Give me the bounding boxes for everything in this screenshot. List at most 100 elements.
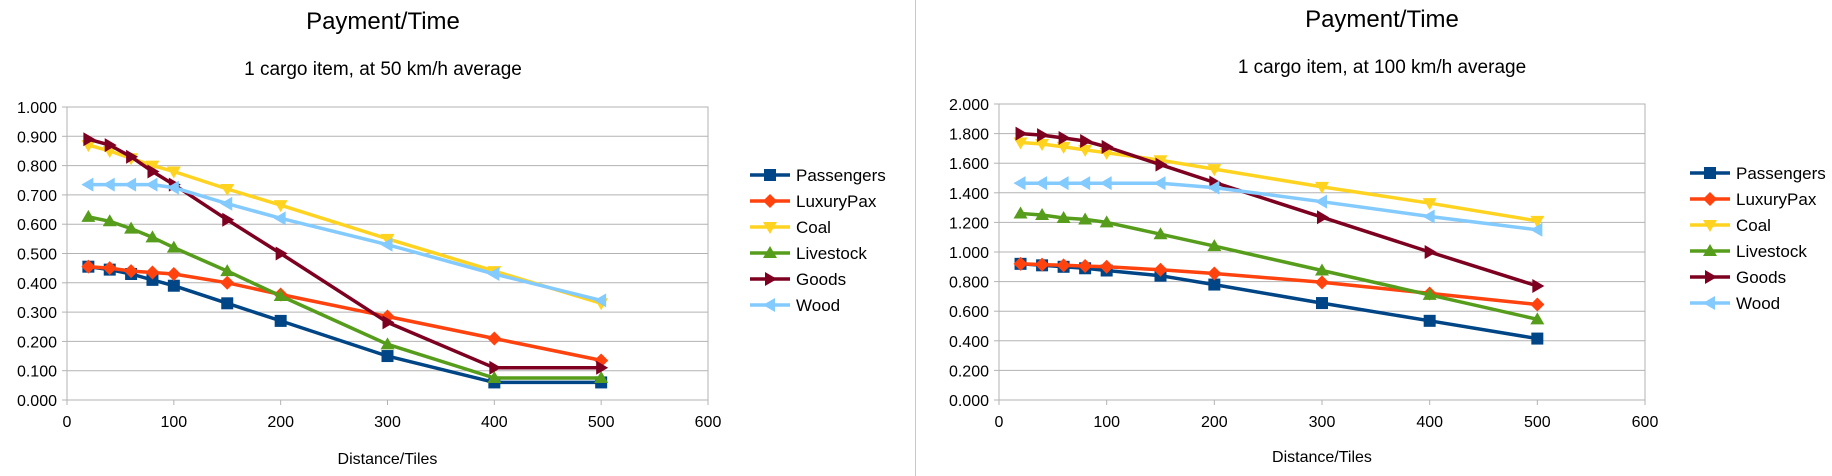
data-point: [104, 138, 117, 153]
data-point: [1153, 176, 1166, 191]
y-tick-label: 1.000: [949, 245, 989, 262]
series-line: [86, 264, 603, 363]
legend-label: LuxuryPax: [1736, 190, 1817, 209]
data-point: [102, 177, 115, 192]
x-tick-label: 400: [1416, 414, 1443, 431]
chart-subtitle: 1 cargo item, at 50 km/h average: [244, 59, 522, 80]
data-point: [275, 246, 288, 261]
legend-swatch-marker: [1703, 296, 1715, 310]
legend-item: LuxuryPax: [1690, 190, 1817, 209]
data-point: [102, 261, 117, 276]
data-point: [1153, 227, 1168, 240]
data-point: [220, 264, 235, 277]
data-point: [1315, 275, 1329, 290]
data-point: [594, 293, 607, 308]
data-point: [222, 212, 235, 227]
chart-2: Payment/Time 1 cargo item, at 100 km/h av…: [949, 6, 1826, 466]
legend-label: Livestock: [1736, 242, 1807, 261]
x-tick-label: 100: [1093, 414, 1120, 431]
y-tick-label: 0.200: [949, 363, 989, 380]
data-point: [1424, 245, 1437, 259]
y-tick-label: 1.800: [949, 127, 989, 144]
data-point: [1422, 209, 1435, 224]
series-goods: [1015, 126, 1545, 294]
legend-item: Coal: [1690, 216, 1771, 235]
data-point: [1530, 222, 1543, 237]
data-point: [1422, 198, 1437, 211]
data-point: [1422, 287, 1437, 300]
data-point: [1078, 144, 1093, 157]
y-tick-label: 0.600: [17, 217, 57, 234]
x-tick-label: 0: [995, 414, 1004, 431]
data-point: [1013, 256, 1028, 271]
data-point: [1532, 279, 1545, 294]
data-point: [1078, 212, 1093, 225]
series-wood: [81, 177, 607, 308]
legend-item: Wood: [750, 296, 840, 315]
y-tick-label: 0.900: [17, 129, 57, 146]
data-point: [1037, 128, 1050, 143]
data-point: [102, 214, 117, 227]
legend-label: Passengers: [1736, 164, 1826, 183]
data-point: [273, 288, 288, 301]
data-point: [380, 337, 395, 350]
series-coal: [81, 140, 609, 311]
legend-swatch-marker: [1704, 167, 1716, 179]
series-line: [1018, 131, 1540, 288]
series-luxurypax: [81, 259, 609, 368]
data-point: [1315, 181, 1329, 194]
data-point: [1099, 215, 1114, 228]
y-tick-label: 2.000: [949, 97, 989, 114]
data-point: [380, 233, 395, 246]
x-tick-label: 100: [160, 414, 187, 431]
data-point: [1207, 180, 1220, 195]
legend-swatch-marker: [1703, 220, 1717, 232]
data-point: [1080, 134, 1093, 148]
data-point: [145, 230, 160, 243]
series-line: [86, 143, 603, 306]
x-tick-label: 600: [1632, 414, 1659, 431]
data-point: [273, 200, 288, 213]
y-tick-label: 1.400: [949, 186, 989, 203]
legend-label: Coal: [796, 218, 831, 237]
data-point: [487, 267, 500, 282]
data-point: [487, 331, 502, 346]
legend-item: Goods: [750, 270, 846, 289]
data-point: [1208, 278, 1221, 291]
x-tick-label: 400: [481, 414, 508, 431]
legend-label: LuxuryPax: [796, 192, 877, 211]
legend-swatch-marker: [1705, 270, 1717, 284]
series-line: [86, 215, 603, 380]
legend-item: Coal: [750, 218, 831, 237]
data-point: [1153, 262, 1168, 277]
data-point: [1058, 131, 1071, 146]
data-point: [81, 209, 96, 222]
data-point: [1013, 206, 1028, 219]
x-tick-label: 500: [1524, 414, 1551, 431]
legend-swatch-marker: [763, 298, 775, 312]
data-point: [1035, 138, 1050, 151]
y-tick-label: 0.000: [949, 393, 989, 410]
legend-item: Livestock: [1690, 242, 1807, 261]
series-line: [86, 137, 603, 370]
y-tick-label: 0.200: [17, 334, 57, 351]
x-axis-label: Distance/Tiles: [1272, 449, 1372, 466]
data-point: [124, 177, 137, 192]
x-tick-label: 500: [588, 414, 615, 431]
chart-title: Payment/Time: [1305, 6, 1459, 33]
data-point: [145, 265, 160, 280]
data-point: [1531, 332, 1544, 345]
data-point: [1207, 239, 1222, 252]
data-point: [1035, 208, 1050, 220]
data-point: [166, 166, 181, 179]
y-tick-label: 0.800: [949, 275, 989, 292]
legend-swatch-marker: [764, 169, 776, 181]
data-point: [273, 211, 286, 226]
series-line: [1018, 211, 1540, 322]
y-tick-label: 1.000: [17, 100, 57, 117]
data-point: [1101, 139, 1114, 154]
y-tick-label: 1.200: [949, 215, 989, 232]
x-axis-label: Distance/Tiles: [338, 451, 438, 468]
legend-swatch-marker: [763, 194, 777, 208]
